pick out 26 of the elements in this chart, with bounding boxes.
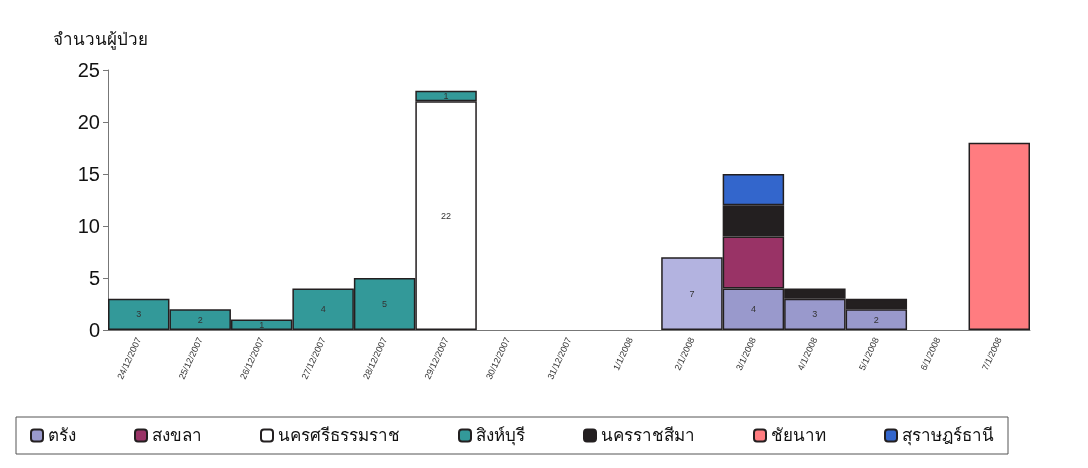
legend-label: สิงห์บุรี — [476, 426, 525, 446]
data-label: 7 — [689, 288, 695, 299]
data-label: 3 — [136, 309, 142, 320]
legend-label: นครราชสีมา — [601, 426, 695, 445]
y-tick-label: 10 — [77, 215, 100, 237]
legend-label: ชัยนาท — [771, 426, 826, 445]
data-label: 2 — [873, 314, 879, 325]
data-label: 2 — [197, 314, 203, 325]
data-label: 22 — [441, 210, 452, 221]
data-label: 1 — [259, 319, 265, 330]
data-label: 4 — [750, 304, 756, 315]
data-label: 5 — [382, 299, 388, 309]
y-tick-label: 20 — [77, 111, 100, 133]
data-label: 1 — [443, 91, 449, 101]
y-tick-label: 15 — [77, 163, 100, 185]
data-label: 4 — [320, 304, 326, 315]
legend-label: สุราษฎร์ธานี — [902, 426, 994, 446]
legend-label: ตรัง — [48, 426, 76, 445]
y-tick-label: 5 — [88, 267, 100, 289]
y-tick-label: 0 — [88, 319, 100, 341]
bar — [968, 142, 1030, 330]
legend-label: สงขลา — [152, 426, 202, 445]
data-label: 3 — [812, 309, 818, 320]
y-axis-title: จำนวนผู้ป่วย — [53, 30, 148, 50]
y-tick-label: 25 — [77, 59, 100, 81]
legend-label: นครศรีธรรมราช — [278, 426, 400, 445]
